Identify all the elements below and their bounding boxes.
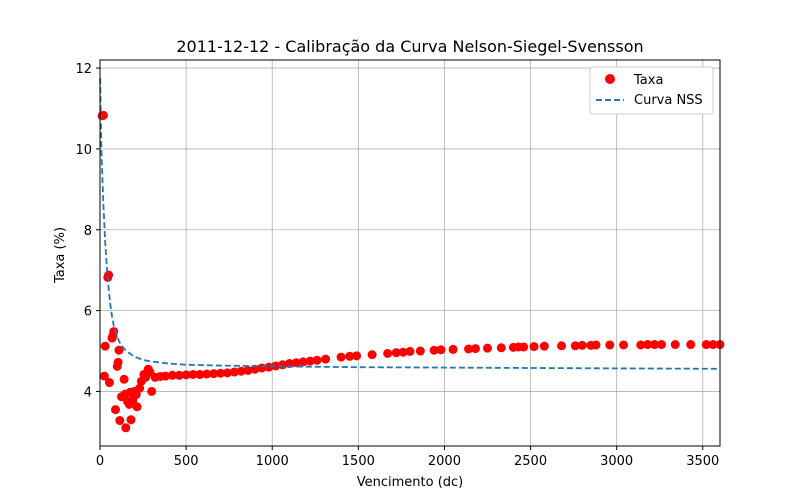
taxa-point	[104, 378, 114, 388]
taxa-point	[415, 346, 425, 356]
taxa-point	[115, 416, 125, 426]
legend-marker-taxa	[605, 74, 615, 84]
y-tick-label: 4	[84, 385, 92, 400]
taxa-point	[291, 358, 301, 368]
taxa-point	[160, 371, 170, 381]
taxa-point	[650, 340, 660, 350]
plot-area	[97, 78, 725, 433]
taxa-point	[113, 357, 123, 367]
legend-label-curva: Curva NSS	[634, 93, 703, 108]
taxa-point	[195, 369, 205, 379]
taxa-point	[229, 367, 239, 377]
x-tick-label: 2500	[514, 454, 547, 469]
taxa-point	[483, 343, 492, 353]
y-axis-label: Taxa (%)	[53, 227, 68, 284]
taxa-point	[188, 369, 198, 379]
taxa-point	[321, 354, 331, 364]
taxa-point	[305, 356, 315, 366]
taxa-point	[383, 348, 393, 358]
taxa-point	[114, 345, 124, 355]
taxa-point	[605, 340, 615, 350]
taxa-point	[336, 352, 346, 362]
taxa-point	[119, 374, 129, 384]
taxa-point	[656, 340, 666, 350]
taxa-point	[174, 370, 184, 380]
taxa-point	[222, 368, 232, 378]
x-tick-label: 2000	[428, 454, 461, 469]
taxa-point	[686, 340, 696, 350]
legend: Taxa Curva NSS	[589, 66, 714, 115]
taxa-point	[519, 342, 529, 352]
taxa-point	[126, 415, 136, 425]
taxa-point	[398, 347, 408, 357]
taxa-point	[464, 344, 474, 354]
taxa-point	[557, 341, 567, 351]
taxa-point	[100, 341, 110, 351]
curva-nss-line	[99, 78, 721, 370]
grid	[99, 60, 720, 446]
x-tick-label: 1500	[342, 454, 375, 469]
plot-frame	[99, 59, 721, 447]
taxa-point	[99, 371, 109, 381]
taxa-point	[670, 340, 680, 350]
x-tick-label: 3000	[600, 454, 633, 469]
taxa-point	[236, 366, 246, 376]
taxa-point	[147, 386, 157, 396]
taxa-point	[577, 340, 587, 350]
taxa-point	[448, 344, 458, 354]
taxa-point	[345, 351, 355, 361]
x-tick-label: 500	[174, 454, 199, 469]
taxa-point	[209, 369, 219, 379]
taxa-point	[619, 340, 629, 350]
taxa-point	[135, 383, 145, 393]
taxa-point	[121, 423, 131, 433]
taxa-point	[405, 346, 415, 356]
taxa-point	[352, 351, 362, 361]
taxa-point	[539, 341, 549, 351]
axis-ticks: 0 500 1000 1500 2000 2500 3000 3500 4 6 8 10 12	[75, 62, 719, 469]
taxa-point	[243, 365, 253, 375]
taxa-point	[496, 343, 506, 353]
taxa-point	[436, 345, 446, 355]
taxa-point	[701, 340, 711, 350]
taxa-point	[636, 340, 646, 350]
y-tick-label: 6	[84, 305, 92, 320]
taxa-point	[181, 370, 191, 380]
taxa-point	[132, 402, 142, 412]
taxa-point	[367, 350, 377, 360]
legend-label-taxa: Taxa	[633, 73, 663, 88]
y-tick-label: 12	[75, 62, 92, 77]
taxa-point	[202, 369, 212, 379]
taxa-point	[104, 270, 114, 280]
taxa-point	[708, 340, 718, 350]
taxa-point	[591, 340, 601, 350]
y-tick-label: 10	[75, 143, 92, 158]
chart-title: 2011-12-12 - Calibração da Curva Nelson-…	[176, 37, 643, 56]
x-tick-label: 1000	[256, 454, 289, 469]
taxa-point	[216, 368, 226, 378]
legend-box	[589, 66, 714, 115]
x-axis-label: Vencimento (dc)	[357, 475, 464, 490]
taxa-point	[264, 362, 274, 372]
x-tick-label: 0	[96, 454, 104, 469]
taxa-point	[298, 357, 308, 367]
taxa-point	[529, 342, 539, 352]
taxa-point	[643, 340, 653, 350]
taxa-point	[429, 345, 439, 355]
taxa-point	[111, 405, 120, 415]
taxa-point	[391, 348, 401, 358]
taxa-point	[470, 344, 480, 354]
y-tick-label: 8	[84, 224, 92, 239]
x-tick-label: 3500	[686, 454, 719, 469]
taxa-point	[167, 370, 177, 380]
taxa-point	[570, 341, 580, 351]
taxa-point	[312, 355, 322, 365]
